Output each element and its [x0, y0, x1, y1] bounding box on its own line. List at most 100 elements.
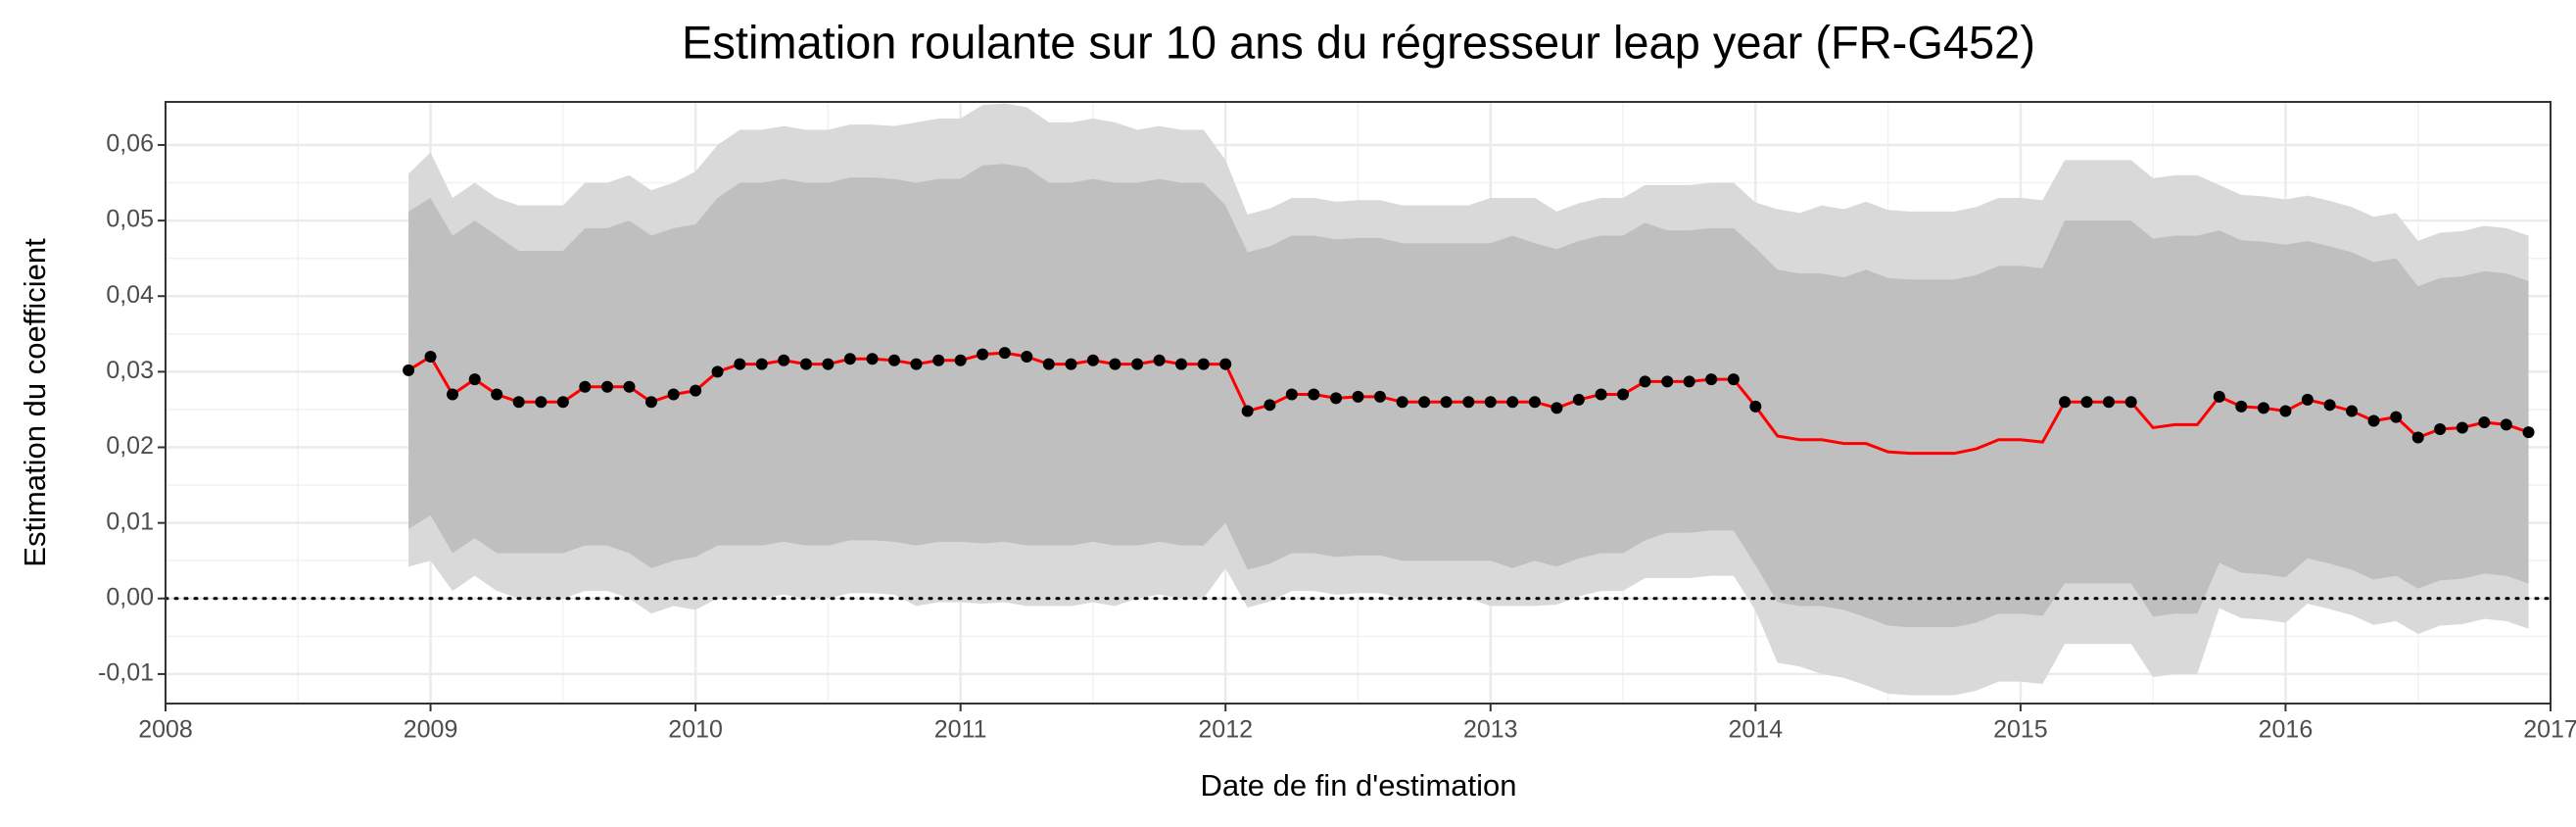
x-tick-label: 2012 [1198, 716, 1253, 744]
point [977, 348, 989, 361]
chart-title: Estimation roulante sur 10 ans du régres… [682, 16, 2035, 68]
point [1705, 373, 1718, 386]
point [1683, 375, 1695, 388]
point [1396, 396, 1408, 409]
point [2522, 426, 2535, 439]
point [1506, 396, 1519, 409]
point [998, 347, 1011, 360]
point [1749, 400, 1762, 413]
point [512, 396, 525, 409]
point [491, 388, 503, 401]
point [690, 384, 702, 397]
point [1484, 396, 1497, 409]
point [1065, 358, 1077, 370]
point [778, 354, 790, 366]
inner-band [408, 164, 2529, 628]
point [1109, 358, 1121, 370]
point [1285, 388, 1298, 401]
y-tick-label: 0,03 [106, 357, 154, 384]
point [2279, 405, 2292, 417]
point [601, 380, 614, 393]
point [2235, 400, 2248, 413]
x-tick-label: 2011 [934, 716, 987, 744]
y-tick-label: 0,02 [106, 432, 154, 460]
point [1727, 373, 1740, 386]
y-tick-label: 0,00 [106, 583, 154, 610]
x-tick-label: 2014 [1729, 716, 1784, 744]
point [667, 388, 680, 401]
y-tick-label: -0,01 [98, 659, 154, 687]
point [1440, 396, 1453, 409]
point [2124, 396, 2137, 409]
y-tick-label: 0,05 [106, 206, 154, 233]
point [2500, 418, 2512, 431]
point [2456, 421, 2468, 434]
point [822, 358, 835, 370]
point [888, 354, 901, 366]
point [910, 358, 923, 370]
point [2390, 411, 2403, 423]
point [1308, 388, 1320, 401]
point [1352, 390, 1364, 403]
point [2346, 405, 2359, 417]
point [2301, 393, 2314, 406]
point [2080, 396, 2093, 409]
x-tick-label: 2017 [2523, 716, 2576, 744]
point [711, 365, 724, 378]
point [424, 350, 437, 363]
point [2257, 402, 2269, 414]
point [1086, 354, 1099, 366]
point [2434, 422, 2447, 435]
point [1021, 350, 1033, 363]
point [843, 353, 856, 365]
point [1528, 396, 1541, 409]
point [1639, 375, 1651, 388]
point [1617, 388, 1630, 401]
point [1197, 358, 1210, 370]
point [468, 373, 481, 386]
y-tick-label: 0,06 [106, 130, 154, 158]
point [1042, 358, 1055, 370]
point [1219, 358, 1232, 370]
y-axis-title: Estimation du coefficient [18, 238, 52, 567]
point [954, 354, 967, 366]
y-tick-label: 0,04 [106, 281, 154, 309]
plot-border [165, 101, 2552, 705]
point [644, 396, 657, 409]
y-tick-label: 0,01 [106, 508, 154, 535]
x-tick-label: 2016 [2259, 716, 2314, 744]
point [2059, 396, 2072, 409]
point [1595, 388, 1607, 401]
x-axis-title: Date de fin d'estimation [1201, 768, 1517, 803]
point [1264, 399, 1276, 412]
point [1550, 402, 1563, 414]
point [1373, 390, 1386, 403]
point [866, 353, 879, 365]
point [1241, 405, 1254, 417]
point [1661, 375, 1674, 388]
point [2367, 414, 2380, 427]
point [755, 358, 768, 370]
point [1330, 392, 1343, 405]
point [2102, 396, 2115, 409]
point [2411, 431, 2424, 444]
x-tick-label: 2008 [138, 716, 193, 744]
point [799, 358, 812, 370]
x-tick-label: 2010 [668, 716, 723, 744]
point [2213, 390, 2225, 403]
point [2478, 416, 2491, 429]
point [623, 380, 636, 393]
point [403, 364, 415, 376]
point [1572, 393, 1585, 406]
point [734, 358, 746, 370]
point [1462, 396, 1475, 409]
point [1175, 358, 1188, 370]
point [2323, 399, 2336, 412]
point [1153, 354, 1166, 366]
x-tick-label: 2013 [1463, 716, 1518, 744]
x-tick-label: 2009 [404, 716, 458, 744]
point [556, 396, 569, 409]
point [535, 396, 548, 409]
